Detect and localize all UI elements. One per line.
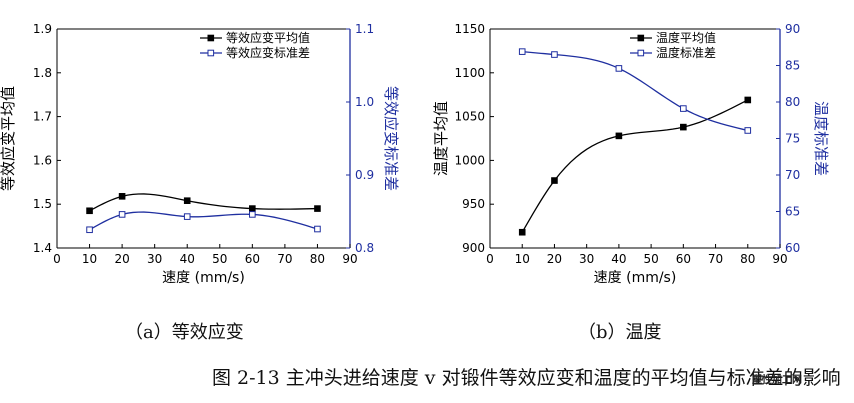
left-y-tick-label: 1100	[454, 66, 485, 80]
right-y-tick-label: 75	[785, 132, 800, 146]
x-tick-label: 30	[147, 252, 162, 266]
data-point-marker	[744, 127, 752, 134]
right-y-tick-label: 1.1	[355, 22, 374, 36]
left-y-axis-title: 等效应变平均值	[0, 86, 17, 191]
x-tick-label: 0	[486, 252, 494, 266]
right-y-axis-title: 温度标准差	[812, 101, 830, 176]
series-line-2	[522, 50, 748, 132]
data-point-marker	[314, 225, 321, 233]
x-tick-label: 70	[708, 252, 723, 266]
x-tick-label: 80	[740, 252, 755, 266]
x-tick-label: 20	[114, 252, 129, 266]
figure-caption: 图 2-13 主冲头进给速度 v 对锻件等效应变和温度的平均值与标准差的影响	[212, 367, 841, 389]
right-y-tick-label: 70	[785, 168, 800, 182]
chart-panel-a: 0 10 20 30 40 50 60 70 80 90 1.4 1.5 1.6 1.7 1.8 1.9 0.8…	[0, 22, 400, 286]
left-y-tick-label: 950	[462, 197, 485, 211]
data-point-marker	[680, 105, 687, 112]
data-point-marker	[518, 228, 526, 236]
x-tick-label: 20	[547, 252, 562, 266]
x-tick-label: 30	[579, 252, 594, 266]
legend-marker-1	[207, 34, 215, 42]
data-point-marker	[314, 205, 321, 212]
left-y-axis-title: 温度平均值	[432, 101, 450, 176]
legend-marker-1	[637, 34, 645, 42]
x-tick-label: 10	[82, 252, 97, 266]
chart-panel-b: 0 10 20 30 40 50 60 70 80 90 900 950 1000 1050 1100 115…	[432, 22, 830, 286]
x-tick-label: 40	[611, 252, 626, 266]
x-tick-label: 10	[515, 252, 530, 266]
right-y-tick-label: 0.8	[355, 241, 374, 255]
legend-marker-2	[637, 49, 645, 57]
x-tick-label: 90	[772, 252, 787, 266]
right-y-tick-label: 1.0	[355, 95, 374, 109]
left-y-tick-label: 1.6	[33, 153, 52, 167]
legend-label-2: 温度标准差	[656, 45, 716, 60]
left-y-tick-label: 1150	[454, 22, 485, 36]
x-axis-title: 速度 (mm/s)	[162, 270, 245, 286]
data-point-marker	[551, 51, 558, 58]
right-y-axis-title: 等效应变标准差	[382, 86, 400, 191]
x-tick-label: 80	[310, 252, 325, 266]
x-tick-label: 70	[277, 252, 292, 266]
x-tick-label: 0	[53, 252, 61, 266]
legend-marker-2	[207, 49, 215, 57]
data-point-marker	[183, 213, 191, 220]
data-point-marker	[86, 207, 93, 215]
x-tick-label: 50	[212, 252, 227, 266]
left-y-tick-label: 1.9	[33, 22, 52, 36]
left-y-tick-label: 1.5	[33, 197, 52, 211]
data-point-marker	[183, 197, 191, 204]
legend-label-1: 温度平均值	[656, 30, 716, 45]
left-y-tick-label: 1.7	[33, 110, 52, 124]
x-tick-label: 50	[643, 252, 658, 266]
data-point-marker	[86, 226, 93, 234]
right-y-tick-label: 90	[785, 22, 800, 36]
x-tick-label: 90	[342, 252, 357, 266]
data-point-marker	[551, 177, 558, 184]
left-y-tick-label: 1.4	[33, 241, 52, 255]
series-line-1	[521, 99, 749, 233]
data-point-marker	[744, 96, 752, 104]
right-y-tick-label: 0.9	[355, 168, 374, 182]
data-point-marker	[118, 193, 126, 200]
left-y-tick-label: 900	[462, 241, 485, 255]
right-y-tick-label: 85	[785, 59, 800, 73]
right-y-tick-label: 80	[785, 95, 800, 109]
data-point-marker	[118, 211, 126, 218]
watermark-logo: 塑性加工网	[752, 375, 802, 386]
right-y-tick-label: 65	[785, 205, 800, 219]
data-point-marker	[615, 132, 623, 140]
panel-a-caption: （a）等效应变	[125, 322, 244, 343]
x-tick-label: 60	[245, 252, 260, 266]
data-point-marker	[680, 123, 687, 131]
x-axis-title: 速度 (mm/s)	[594, 270, 677, 286]
data-point-marker	[249, 211, 256, 218]
data-point-marker	[615, 65, 623, 72]
legend-label-1: 等效应变平均值	[226, 30, 310, 45]
panel-b-caption: （b）温度	[578, 322, 662, 343]
right-y-tick-label: 60	[785, 241, 800, 255]
left-y-tick-label: 1050	[454, 110, 485, 124]
legend-label-2: 等效应变标准差	[226, 45, 310, 60]
data-point-marker	[249, 205, 256, 212]
data-point-marker	[518, 48, 526, 55]
x-tick-label: 40	[180, 252, 195, 266]
left-y-tick-label: 1000	[454, 153, 485, 167]
left-y-tick-label: 1.8	[33, 66, 52, 80]
x-tick-label: 60	[676, 252, 691, 266]
